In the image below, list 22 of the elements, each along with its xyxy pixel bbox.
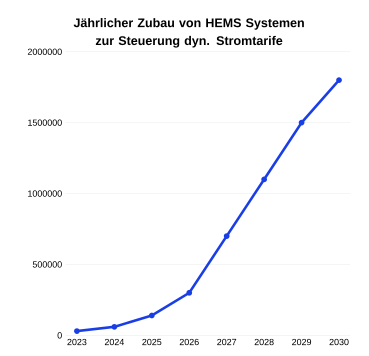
- x-tick-label: 2026: [180, 338, 199, 346]
- y-tick-label: 2000000: [28, 48, 62, 55]
- y-tick-label: 500000: [32, 261, 62, 268]
- y-tick-label: 1000000: [28, 190, 62, 197]
- point: [186, 290, 192, 296]
- y-tick-label: 1500000: [28, 119, 62, 126]
- x-tick-label: 2029: [292, 338, 312, 346]
- x-tick-label: 2024: [104, 338, 124, 346]
- chart-title: Jährlicher Zubau von HEMS Systemen zur Steuerung dyn. Stromtarife: [74, 18, 304, 48]
- y-tick-label: 0: [58, 332, 62, 338]
- x-tick-label: 2028: [254, 338, 274, 346]
- point: [74, 328, 80, 334]
- x-tick-label: 2030: [330, 338, 349, 346]
- point: [224, 233, 230, 239]
- point: [298, 120, 304, 126]
- point: [148, 312, 155, 318]
- x-tick-label: 2027: [217, 338, 236, 346]
- point: [111, 324, 118, 330]
- point: [261, 176, 268, 182]
- point: [336, 77, 342, 83]
- x-tick-label: 2025: [142, 338, 162, 346]
- x-tick-label: 2023: [67, 338, 86, 346]
